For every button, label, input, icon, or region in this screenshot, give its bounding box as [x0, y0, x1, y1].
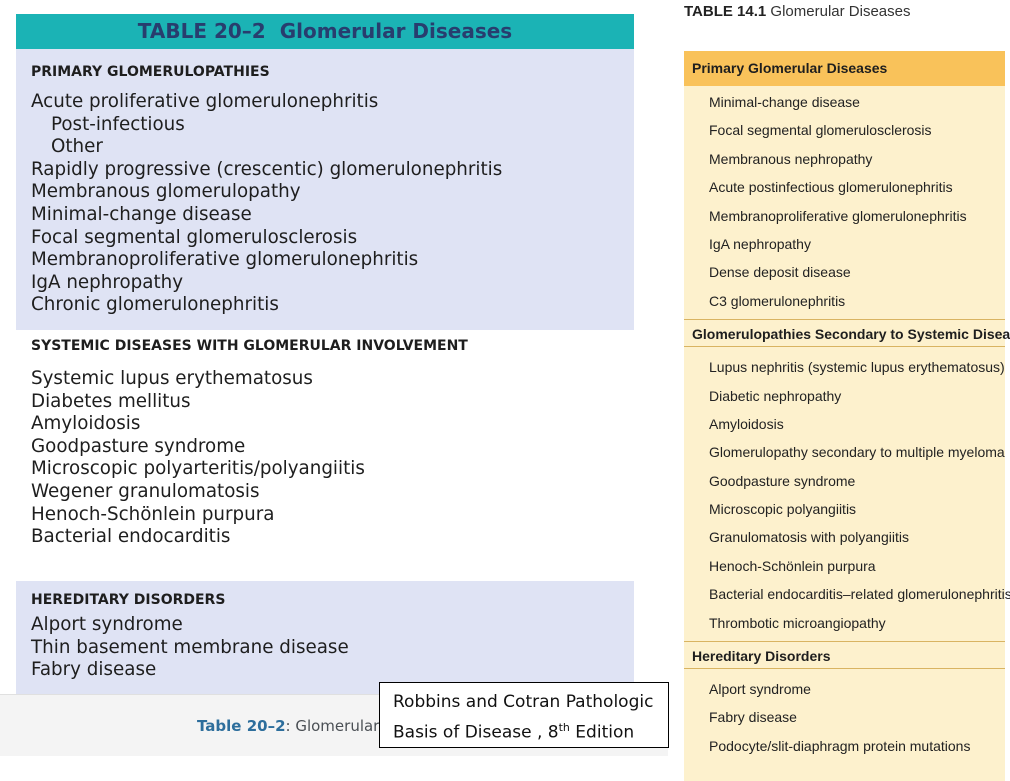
- list-item: Thin basement membrane disease: [31, 636, 349, 658]
- list-item: Bacterial endocarditis: [31, 526, 231, 548]
- section-items: Alport syndrome Thin basement membrane di…: [16, 614, 634, 682]
- list-item: Rapidly progressive (crescentic) glomeru…: [31, 158, 503, 180]
- list-item: Thrombotic microangiopathy: [709, 614, 886, 631]
- section-items: Acute proliferative glomerulonephritis Po…: [16, 91, 634, 317]
- section-hereditary-disorders: HEREDITARY DISORDERS Alport syndrome Thin…: [16, 581, 634, 694]
- table-20-2: TABLE 20–2 Glomerular Diseases PRIMARY GL…: [16, 14, 634, 699]
- section-heading-secondary: Glomerulopathies Secondary to Systemic D…: [684, 319, 1010, 348]
- list-item: Diabetes mellitus: [31, 390, 191, 412]
- section-heading: HEREDITARY DISORDERS: [31, 592, 226, 608]
- citation-line-1: Robbins and Cotran Pathologic: [393, 692, 654, 712]
- citation-box: Robbins and Cotran Pathologic Basis of D…: [379, 682, 669, 748]
- citation-text: Basis of Disease , 8: [393, 722, 559, 743]
- list-item: Membranoproliferative glomerulonephritis: [709, 207, 967, 224]
- table-20-2-header: TABLE 20–2 Glomerular Diseases: [16, 14, 634, 49]
- caption-text: : Glomerular: [285, 717, 380, 735]
- list-item: IgA nephropathy: [31, 271, 184, 293]
- list-item: Microscopic polyarteritis/polyangiitis: [31, 458, 365, 480]
- list-item: Membranous nephropathy: [709, 150, 873, 167]
- citation-edition: Edition: [569, 722, 635, 743]
- table-title: Glomerular Diseases: [770, 3, 911, 20]
- list-item: Fabry disease: [709, 709, 797, 726]
- section-primary-glomerulopathies: PRIMARY GLOMERULOPATHIES Acute prolifera…: [16, 49, 634, 330]
- list-item: Chronic glomerulonephritis: [31, 294, 279, 316]
- citation-superscript: th: [558, 721, 570, 734]
- list-item: Acute proliferative glomerulonephritis: [31, 91, 379, 112]
- list-item: Granulomatosis with polyangiitis: [709, 529, 909, 546]
- section-heading: PRIMARY GLOMERULOPATHIES: [31, 64, 270, 80]
- list-item: Henoch-Schönlein purpura: [31, 503, 275, 525]
- list-item: Amyloidosis: [709, 415, 784, 432]
- section-primary-glomerular-diseases: Minimal-change disease Focal segmental gl…: [684, 86, 1005, 319]
- table-14-1-title: TABLE 14.1 Glomerular Diseases: [684, 3, 910, 20]
- list-item: Bacterial endocarditis–related glomerulo…: [709, 586, 1010, 603]
- table-14-1: Primary Glomerular Diseases Minimal-chan…: [684, 51, 1010, 781]
- list-item: C3 glomerulonephritis: [709, 292, 846, 309]
- list-item: Membranoproliferative glomerulonephritis: [31, 249, 419, 271]
- list-item: Minimal-change disease: [31, 203, 252, 225]
- list-item: Goodpasture syndrome: [31, 435, 246, 457]
- list-item: Henoch-Schönlein purpura: [709, 557, 876, 574]
- list-item: Amyloidosis: [31, 413, 141, 435]
- list-subitem: Post-infectious: [51, 113, 185, 135]
- list-item: Fabry disease: [31, 659, 157, 681]
- list-item: Glomerulopathy secondary to multiple mye…: [709, 444, 1005, 461]
- list-item: Focal segmental glomerulosclerosis: [709, 122, 932, 139]
- list-item: Systemic lupus erythematosus: [31, 368, 313, 389]
- list-item: Diabetic nephropathy: [709, 387, 842, 404]
- list-item: Minimal-change disease: [709, 94, 860, 110]
- table-title: Glomerular Diseases: [279, 19, 513, 43]
- figure-caption: Table 20–2: Glomerular: [197, 717, 379, 735]
- list-item: Microscopic polyangiitis: [709, 501, 857, 518]
- list-item: IgA nephropathy: [709, 235, 811, 252]
- list-item: Membranous glomerulopathy: [31, 181, 301, 203]
- list-item: Alport syndrome: [709, 681, 811, 698]
- section-heading-systemic: SYSTEMIC DISEASES WITH GLOMERULAR INVOLV…: [16, 330, 634, 363]
- list-item: Goodpasture syndrome: [709, 472, 856, 489]
- list-item: Focal segmental glomerulosclerosis: [31, 226, 358, 248]
- list-subitem: Other: [51, 136, 103, 158]
- section-hereditary-disorders: Alport syndrome Fabry disease Podocyte/sli…: [684, 669, 1005, 760]
- section-heading-hereditary: Hereditary Disorders: [684, 641, 1005, 670]
- list-item: Alport syndrome: [31, 614, 183, 635]
- table-number: TABLE 20–2: [137, 19, 266, 43]
- section-heading-primary: Primary Glomerular Diseases: [684, 51, 1005, 86]
- list-item: Acute postinfectious glomerulonephritis: [709, 179, 953, 196]
- list-item: Wegener granulomatosis: [31, 480, 260, 502]
- list-item: Lupus nephritis (systemic lupus erythema…: [709, 359, 1005, 376]
- section-systemic-diseases: Systemic lupus erythematosus Diabetes mel…: [16, 363, 634, 581]
- caption-label: Table 20–2: [197, 717, 286, 735]
- list-item: Podocyte/slit-diaphragm protein mutation…: [709, 737, 971, 754]
- list-item: Dense deposit disease: [709, 264, 851, 281]
- citation-line-2: Basis of Disease , 8th Edition: [393, 715, 668, 746]
- table-number: TABLE 14.1: [684, 3, 767, 20]
- section-secondary-glomerulopathies: Lupus nephritis (systemic lupus erythema…: [684, 347, 1010, 641]
